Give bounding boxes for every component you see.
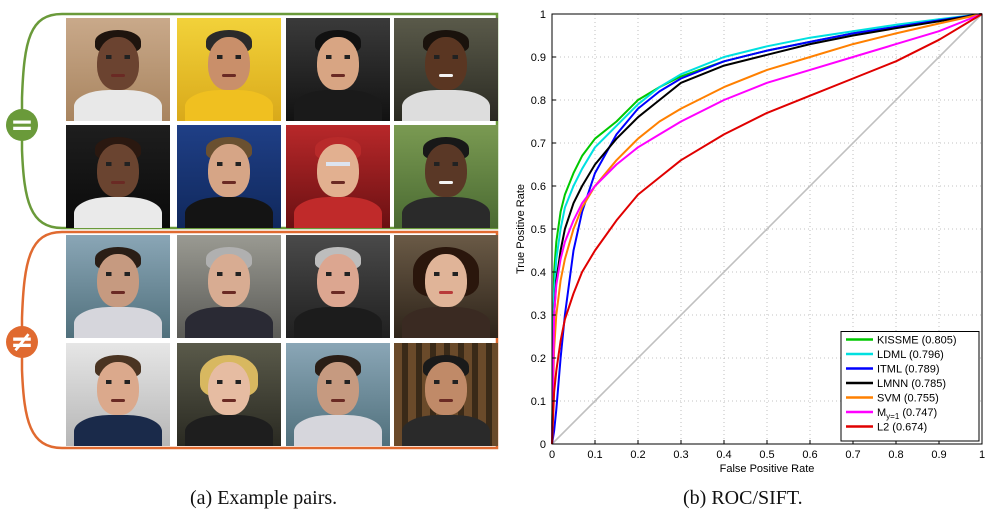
y-tick-label: 1 <box>540 9 546 21</box>
face-photo <box>286 235 390 338</box>
y-tick-label: 0.9 <box>531 52 546 64</box>
y-tick-label: 0.3 <box>531 310 546 322</box>
x-tick-label: 0.9 <box>931 449 946 461</box>
face-photo <box>394 18 498 121</box>
x-tick-label: 0.1 <box>587 449 602 461</box>
y-tick-label: 0.7 <box>531 138 546 150</box>
face-photo <box>177 235 281 338</box>
roc-series-line <box>551 13 983 445</box>
pair-brackets <box>20 12 499 450</box>
y-tick-label: 0.2 <box>531 353 546 365</box>
x-tick-label: 0.3 <box>673 449 688 461</box>
x-tick-label: 0.5 <box>759 449 774 461</box>
x-tick-label: 0.6 <box>802 449 817 461</box>
y-tick-label: 0 <box>540 439 546 451</box>
legend-label: SVM (0.755) <box>877 393 939 405</box>
x-tick-label: 0.8 <box>888 449 903 461</box>
roc-series-line <box>551 13 983 445</box>
face-photo <box>394 343 498 446</box>
face-photo <box>394 235 498 338</box>
caption-b: (b) ROC/SIFT. <box>683 487 803 509</box>
y-axis-label: True Positive Rate <box>515 184 527 274</box>
face-photo <box>66 343 170 446</box>
y-tick-label: 0.5 <box>531 224 546 236</box>
face-photo <box>66 125 170 228</box>
y-tick-label: 0.4 <box>531 267 546 279</box>
legend-label: L2 (0.674) <box>877 422 927 434</box>
x-tick-label: 0 <box>549 449 555 461</box>
not-equal-symbol: ≠ <box>6 326 38 358</box>
y-tick-label: 0.1 <box>531 396 546 408</box>
face-photo <box>394 125 498 228</box>
face-photo <box>177 343 281 446</box>
roc-series-line <box>551 13 983 445</box>
not-equal-bracket <box>20 230 499 450</box>
legend-label: KISSME (0.805) <box>877 335 956 347</box>
roc-series-line <box>551 13 983 445</box>
face-photo <box>286 125 390 228</box>
y-tick-label: 0.6 <box>531 181 546 193</box>
chance-diagonal-line <box>551 13 983 445</box>
y-tick-label: 0.8 <box>531 95 546 107</box>
equal-symbol: = <box>6 109 38 141</box>
roc-chart: 0 0.1 0.2 0.3 0.4 0.5 0.6 0.7 0.8 0.9 1 0 0.1 0.2 0.3 0… <box>515 9 985 475</box>
example-pairs-figure: = ≠ <box>0 0 505 470</box>
caption-a: (a) Example pairs. <box>190 487 338 509</box>
x-tick-label: 1 <box>979 449 985 461</box>
legend-label: ITML (0.789) <box>877 364 940 376</box>
x-tick-label: 0.7 <box>845 449 860 461</box>
legend-label: My=1 (0.747) <box>877 407 937 421</box>
legend-box <box>840 331 980 442</box>
x-axis-label: False Positive Rate <box>720 463 815 475</box>
face-photo <box>177 125 281 228</box>
roc-series-line <box>551 13 983 445</box>
legend-label: LDML (0.796) <box>877 349 944 361</box>
x-tick-label: 0.4 <box>716 449 731 461</box>
face-photo <box>286 18 390 121</box>
legend-label: LMNN (0.785) <box>877 378 946 390</box>
x-tick-label: 0.2 <box>630 449 645 461</box>
face-photo <box>66 18 170 121</box>
face-photo <box>177 18 281 121</box>
equal-bracket <box>20 12 499 230</box>
roc-series-line <box>551 13 983 445</box>
face-photo <box>66 235 170 338</box>
face-photo <box>286 343 390 446</box>
